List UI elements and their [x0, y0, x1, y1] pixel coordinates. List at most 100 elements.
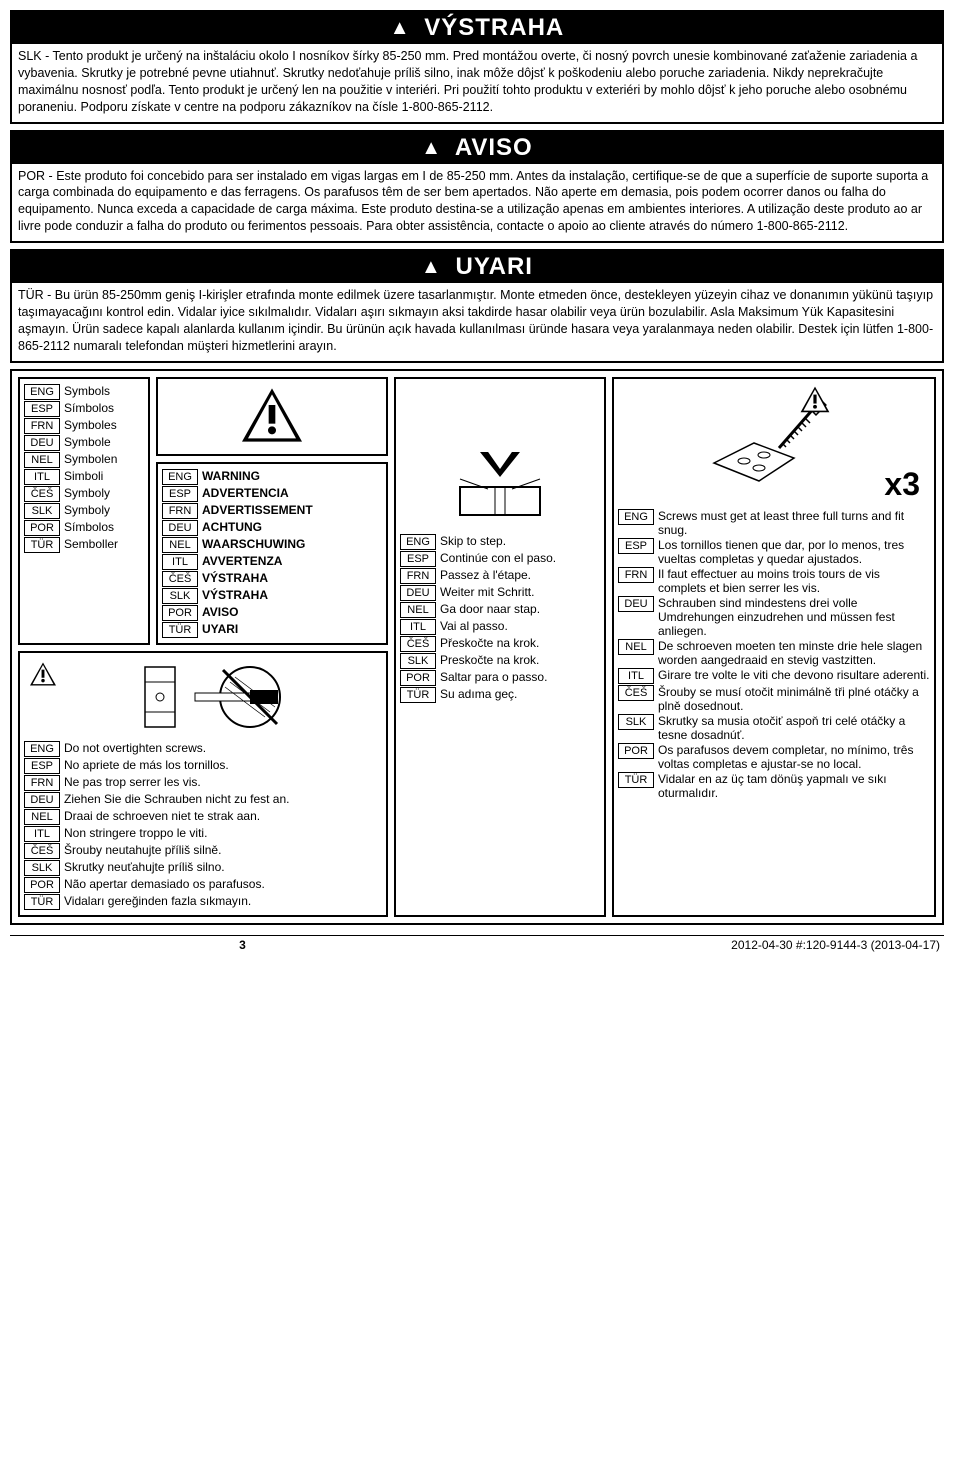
- lang-tag: NEL: [24, 809, 60, 825]
- lang-line: NELSymbolen: [24, 452, 144, 468]
- lang-tag: SLK: [162, 588, 198, 604]
- lang-line: TÜRSu adıma geç.: [400, 687, 600, 703]
- warning-body: SLK - Tento produkt je určený na inštalá…: [18, 48, 936, 116]
- lang-line: TÜRVidaları gereğinden fazla sıkmayın.: [24, 894, 382, 910]
- warning-box: ▲ VÝSTRAHA SLK - Tento produkt je určený …: [10, 10, 944, 124]
- lang-text: Girare tre volte le viti che devono risu…: [656, 668, 930, 682]
- lang-tag: SLK: [400, 653, 436, 669]
- warning-labels-box: ENGWARNINGESPADVERTENCIAFRNADVERTISSEMEN…: [156, 462, 388, 645]
- lang-text: ADVERTENCIA: [200, 486, 382, 500]
- lang-text: VÝSTRAHA: [200, 588, 382, 602]
- lang-text: Symbols: [62, 384, 144, 398]
- lang-line: ENGDo not overtighten screws.: [24, 741, 382, 757]
- lang-line: DEUACHTUNG: [162, 520, 382, 536]
- lang-line: ČEŠVÝSTRAHA: [162, 571, 382, 587]
- lang-tag: ENG: [24, 384, 60, 400]
- overtighten-box: ENGDo not overtighten screws.ESPNo aprie…: [18, 651, 388, 917]
- lang-tag: DEU: [400, 585, 436, 601]
- lang-text: UYARI: [200, 622, 382, 636]
- page-number: 3: [10, 938, 475, 952]
- screw-x3-icon: [704, 383, 844, 493]
- lang-text: Semboller: [62, 537, 144, 551]
- lang-text: Vai al passo.: [438, 619, 600, 633]
- lang-line: ENGWARNING: [162, 469, 382, 485]
- lang-text: Do not overtighten screws.: [62, 741, 382, 755]
- lang-tag: SLK: [24, 860, 60, 876]
- lang-text: AVVERTENZA: [200, 554, 382, 568]
- lang-line: FRNIl faut effectuer au moins trois tour…: [618, 567, 930, 595]
- lang-line: ENGSkip to step.: [400, 534, 600, 550]
- lang-text: Symboly: [62, 486, 144, 500]
- lang-text: Ziehen Sie die Schrauben nicht zu fest a…: [62, 792, 382, 806]
- lang-line: ITLAVVERTENZA: [162, 554, 382, 570]
- lang-line: PORSímbolos: [24, 520, 144, 536]
- lang-tag: ČEŠ: [400, 636, 436, 652]
- lang-line: SLKVÝSTRAHA: [162, 588, 382, 604]
- lang-tag: ESP: [618, 538, 654, 554]
- lang-text: Passez à l'étape.: [438, 568, 600, 582]
- x3-label: x3: [884, 466, 920, 503]
- lang-tag: ENG: [162, 469, 198, 485]
- lang-line: ČEŠPřeskočte na krok.: [400, 636, 600, 652]
- lang-text: ADVERTISSEMENT: [200, 503, 382, 517]
- lang-tag: SLK: [618, 714, 654, 730]
- lang-text: Os parafusos devem completar, no mínimo,…: [656, 743, 930, 771]
- lang-tag: ENG: [24, 741, 60, 757]
- lang-line: FRNPassez à l'étape.: [400, 568, 600, 584]
- warning-box: ▲ AVISOPOR - Este produto foi concebido …: [10, 130, 944, 244]
- lang-tag: FRN: [400, 568, 436, 584]
- lang-tag: POR: [24, 877, 60, 893]
- lang-text: Schrauben sind mindestens drei volle Umd…: [656, 596, 930, 638]
- lang-text: No apriete de más los tornillos.: [62, 758, 382, 772]
- lang-text: Přeskočte na krok.: [438, 636, 600, 650]
- lang-tag: ITL: [162, 554, 198, 570]
- lang-text: Skrutky sa musia otočiť aspoň tri celé o…: [656, 714, 930, 742]
- lang-text: Não apertar demasiado os parafusos.: [62, 877, 382, 891]
- lang-line: SLKSymboly: [24, 503, 144, 519]
- lang-line: FRNNe pas trop serrer les vis.: [24, 775, 382, 791]
- lang-line: ČEŠŠrouby neutahujte příliš silně.: [24, 843, 382, 859]
- skip-step-box: ENGSkip to step.ESPContinúe con el paso.…: [394, 377, 606, 917]
- lang-line: FRNADVERTISSEMENT: [162, 503, 382, 519]
- lang-text: AVISO: [200, 605, 382, 619]
- lang-text: Vidalar en az üç tam dönüş yapmalı ve sı…: [656, 772, 930, 800]
- footer: 3 2012-04-30 #:120-9144-3 (2013-04-17): [10, 935, 944, 952]
- lang-text: Weiter mit Schritt.: [438, 585, 600, 599]
- lang-tag: ENG: [400, 534, 436, 550]
- lang-text: Šrouby se musí otočit minimálně tři plné…: [656, 685, 930, 713]
- lang-text: Non stringere troppo le viti.: [62, 826, 382, 840]
- lang-line: ITLNon stringere troppo le viti.: [24, 826, 382, 842]
- lang-tag: ITL: [400, 619, 436, 635]
- lang-tag: FRN: [162, 503, 198, 519]
- lang-line: ČEŠŠrouby se musí otočit minimálně tři p…: [618, 685, 930, 713]
- lang-text: Symboly: [62, 503, 144, 517]
- lang-line: FRNSymboles: [24, 418, 144, 434]
- lang-tag: TÜR: [400, 687, 436, 703]
- lang-text: Ne pas trop serrer les vis.: [62, 775, 382, 789]
- lang-text: Simboli: [62, 469, 144, 483]
- lang-tag: TÜR: [24, 537, 60, 553]
- lang-line: POROs parafusos devem completar, no míni…: [618, 743, 930, 771]
- symbols-box: ENGSymbolsESPSímbolosFRNSymbolesDEUSymbo…: [18, 377, 150, 645]
- lang-text: De schroeven moeten ten minste drie hele…: [656, 639, 930, 667]
- lang-text: Su adıma geç.: [438, 687, 600, 701]
- lang-tag: DEU: [618, 596, 654, 612]
- lang-tag: TÜR: [618, 772, 654, 788]
- lang-line: DEUSymbole: [24, 435, 144, 451]
- lang-tag: POR: [24, 520, 60, 536]
- warning-header: ▲ VÝSTRAHA: [12, 12, 942, 44]
- lang-line: ITLSimboli: [24, 469, 144, 485]
- lang-text: Saltar para o passo.: [438, 670, 600, 684]
- lang-line: NELDraai de schroeven niet te strak aan.: [24, 809, 382, 825]
- warning-triangle-icon: [237, 385, 307, 445]
- warning-box: ▲ UYARITÜR - Bu ürün 85-250mm geniş I-ki…: [10, 249, 944, 363]
- main-grid: ENGSymbolsESPSímbolosFRNSymbolesDEUSymbo…: [10, 369, 944, 925]
- lang-text: Símbolos: [62, 401, 144, 415]
- lang-line: ITLVai al passo.: [400, 619, 600, 635]
- lang-text: Screws must get at least three full turn…: [656, 509, 930, 537]
- lang-tag: POR: [162, 605, 198, 621]
- lang-tag: DEU: [24, 792, 60, 808]
- lang-text: Vidaları gereğinden fazla sıkmayın.: [62, 894, 382, 908]
- lang-line: TÜRSemboller: [24, 537, 144, 553]
- lang-line: SLKSkrutky neuťahujte príliš silno.: [24, 860, 382, 876]
